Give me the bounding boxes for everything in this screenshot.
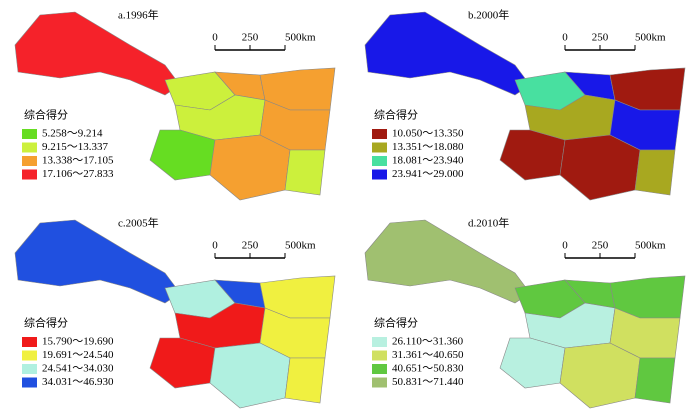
scale-label: 500km <box>635 240 666 252</box>
scale-label: 500km <box>285 240 316 252</box>
region <box>634 357 676 404</box>
scale-label: 0 <box>212 240 218 252</box>
legend-label: 5.258～9.214 <box>42 128 103 140</box>
legend-swatch <box>372 364 387 374</box>
legend-label: 18.081～23.940 <box>392 155 464 167</box>
legend-swatch <box>22 156 37 166</box>
region <box>499 337 566 389</box>
legend-swatch <box>372 350 387 361</box>
legend-label: 10.050～13.350 <box>392 128 464 140</box>
legend-label: 50.831～71.440 <box>392 376 464 388</box>
scale-label: 250 <box>242 240 259 252</box>
scale-label: 250 <box>242 32 259 44</box>
scale-label: 500km <box>285 32 316 44</box>
legend-swatch <box>372 156 387 166</box>
legend-label: 26.110～31.360 <box>392 336 464 348</box>
panel-title: c.2005年 <box>118 216 159 230</box>
region <box>634 149 676 196</box>
legend-swatch <box>372 337 387 347</box>
legend-label: 15.790～19.690 <box>42 336 114 348</box>
legend-label: 34.031～46.930 <box>42 376 114 388</box>
region <box>209 342 291 409</box>
map-panel: c.2005年 0 250 500km 综合得分 15.790～19.69019.691～… <box>14 216 336 409</box>
region <box>364 11 531 96</box>
legend-swatch <box>22 129 37 139</box>
region <box>149 337 216 389</box>
region <box>284 357 326 404</box>
legend-label: 23.941～29.000 <box>392 168 464 180</box>
scale-label: 0 <box>562 32 568 44</box>
map-panel: b.2000年 0 250 500km 综合得分 10.050～13.35013.351～… <box>364 8 686 201</box>
legend-swatch <box>372 142 387 153</box>
map-panel: a.1996年 0 250 500km 综合得分 5.258～9.2149.215～13.… <box>14 8 336 201</box>
scale-label: 500km <box>635 32 666 44</box>
legend-swatch <box>372 377 387 388</box>
region <box>559 342 641 409</box>
legend-label: 40.651～50.830 <box>392 363 464 375</box>
legend-swatch <box>22 377 37 388</box>
map-panel: d.2010年 0 250 500km 综合得分 26.110～31.36031.361～… <box>364 216 686 409</box>
region <box>559 134 641 201</box>
legend-title: 综合得分 <box>374 108 418 122</box>
legend-label: 13.338～17.105 <box>42 155 114 167</box>
legend-label: 9.215～13.337 <box>42 141 108 153</box>
panel-title: a.1996年 <box>118 8 159 22</box>
region <box>14 11 181 96</box>
legend-swatch <box>22 350 37 361</box>
scale-label: 250 <box>592 240 609 252</box>
legend-swatch <box>22 169 37 180</box>
legend-swatch <box>22 337 37 347</box>
legend-swatch <box>372 129 387 139</box>
legend-label: 13.351～18.080 <box>392 141 464 153</box>
legend-title: 综合得分 <box>24 316 68 330</box>
legend-swatch <box>372 169 387 180</box>
region <box>364 219 531 304</box>
legend-label: 17.106～27.833 <box>42 168 114 180</box>
panel-title: b.2000年 <box>468 8 509 22</box>
scale-label: 0 <box>212 32 218 44</box>
scale-label: 250 <box>592 32 609 44</box>
legend-label: 19.691～24.540 <box>42 349 114 361</box>
legend-title: 综合得分 <box>24 108 68 122</box>
legend-swatch <box>22 142 37 153</box>
legend-label: 24.541～34.030 <box>42 363 114 375</box>
scale-label: 0 <box>562 240 568 252</box>
panel-title: d.2010年 <box>468 216 509 230</box>
region <box>14 219 181 304</box>
region <box>149 129 216 181</box>
legend-swatch <box>22 364 37 374</box>
legend-label: 31.361～40.650 <box>392 349 464 361</box>
legend-title: 综合得分 <box>374 316 418 330</box>
region <box>499 129 566 181</box>
region <box>284 149 326 196</box>
region <box>209 134 291 201</box>
